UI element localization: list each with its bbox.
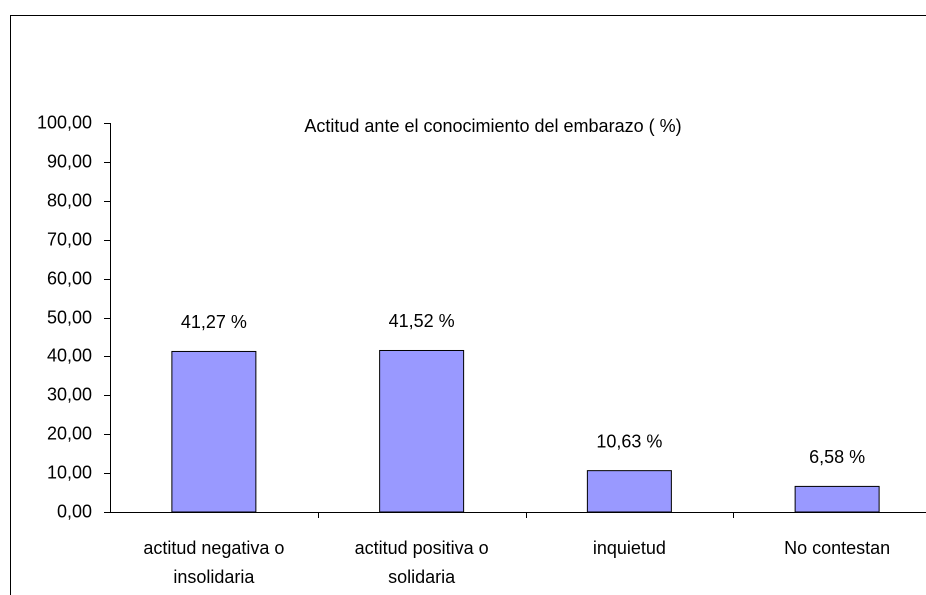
data-label: 10,63 % (596, 431, 662, 451)
bar (379, 349, 465, 513)
y-tick-label: 70,00 (47, 229, 92, 249)
data-label: 41,52 % (389, 311, 455, 331)
y-tick-label: 80,00 (47, 190, 92, 210)
bar (794, 485, 880, 513)
x-tick-label: actitud positiva o solidaria (354, 538, 489, 587)
data-label: 6,58 % (809, 447, 865, 467)
x-tick-label: actitud negativa o insolidaria (143, 538, 285, 587)
y-tick-label: 60,00 (47, 268, 92, 288)
y-tick-label: 90,00 (47, 151, 92, 171)
y-tick-label: 20,00 (47, 423, 92, 443)
bar (171, 350, 257, 513)
y-tick-label: 100,00 (37, 112, 92, 132)
chart-frame (10, 15, 926, 595)
data-label: 41,27 % (181, 312, 247, 332)
y-tick-label: 30,00 (47, 384, 92, 404)
y-tick-label: 50,00 (47, 307, 92, 327)
bar (586, 470, 672, 513)
x-tick-label: No contestan (784, 538, 891, 558)
y-tick-label: 40,00 (47, 345, 92, 365)
chart-title: Actitud ante el conocimiento del embaraz… (304, 116, 681, 136)
x-tick-label: inquietud (592, 538, 666, 558)
y-tick-label: 10,00 (47, 462, 92, 482)
y-tick-label: 0,00 (57, 501, 92, 521)
